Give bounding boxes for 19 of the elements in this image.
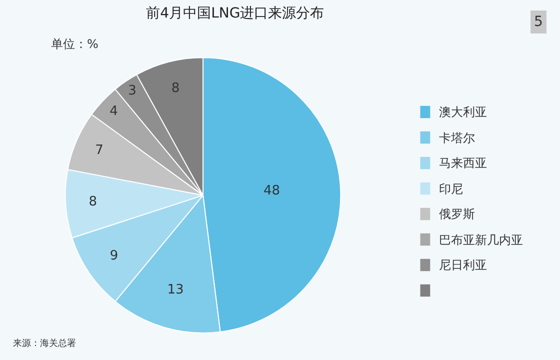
data-label: 8	[171, 80, 180, 96]
legend-label: 马来西亚	[439, 156, 487, 170]
data-label: 4	[110, 104, 118, 120]
legend-label: 印尼	[439, 182, 463, 196]
legend-label: 俄罗斯	[439, 207, 475, 221]
data-label: 8	[88, 194, 98, 210]
legend-label: 巴布亚新几内亚	[439, 233, 523, 247]
legend-label: 尼日利亚	[439, 258, 487, 272]
data-label: 13	[167, 282, 184, 298]
data-label: 7	[95, 142, 104, 158]
chart-title: 前4月中国LNG进口来源分布	[146, 6, 324, 22]
text: 5	[534, 14, 543, 30]
data-label: 3	[128, 84, 136, 99]
data-label: 48	[264, 183, 280, 198]
legend-label: 澳大利亚	[439, 105, 487, 119]
data-label: 9	[110, 248, 118, 264]
text: 单位：%	[51, 37, 98, 51]
source-note: 来源：海关总署	[13, 338, 76, 349]
legend-label: 卡塔尔	[439, 131, 475, 145]
